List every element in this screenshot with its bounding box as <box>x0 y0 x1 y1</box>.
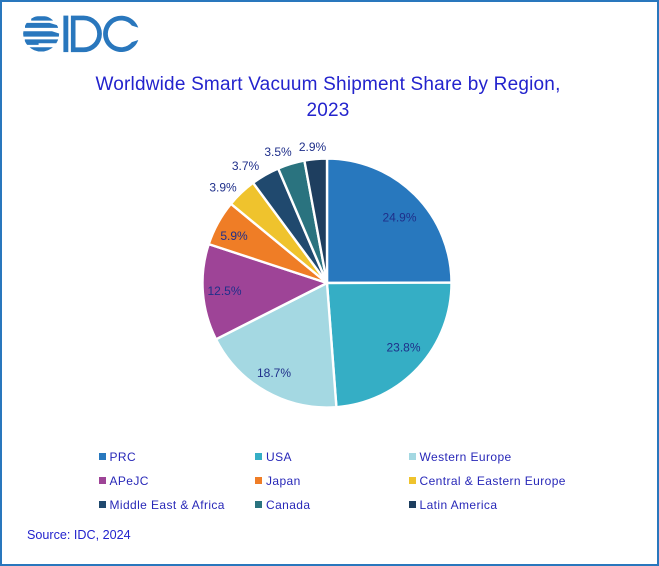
svg-text:18.7%: 18.7% <box>257 366 291 380</box>
svg-text:3.9%: 3.9% <box>209 181 237 195</box>
svg-text:2.9%: 2.9% <box>299 140 327 154</box>
svg-text:24.9%: 24.9% <box>382 211 416 225</box>
svg-text:12.5%: 12.5% <box>207 284 241 298</box>
svg-text:23.8%: 23.8% <box>386 341 420 355</box>
svg-text:3.5%: 3.5% <box>264 145 292 159</box>
svg-text:5.9%: 5.9% <box>220 229 248 243</box>
svg-text:3.7%: 3.7% <box>232 159 260 173</box>
